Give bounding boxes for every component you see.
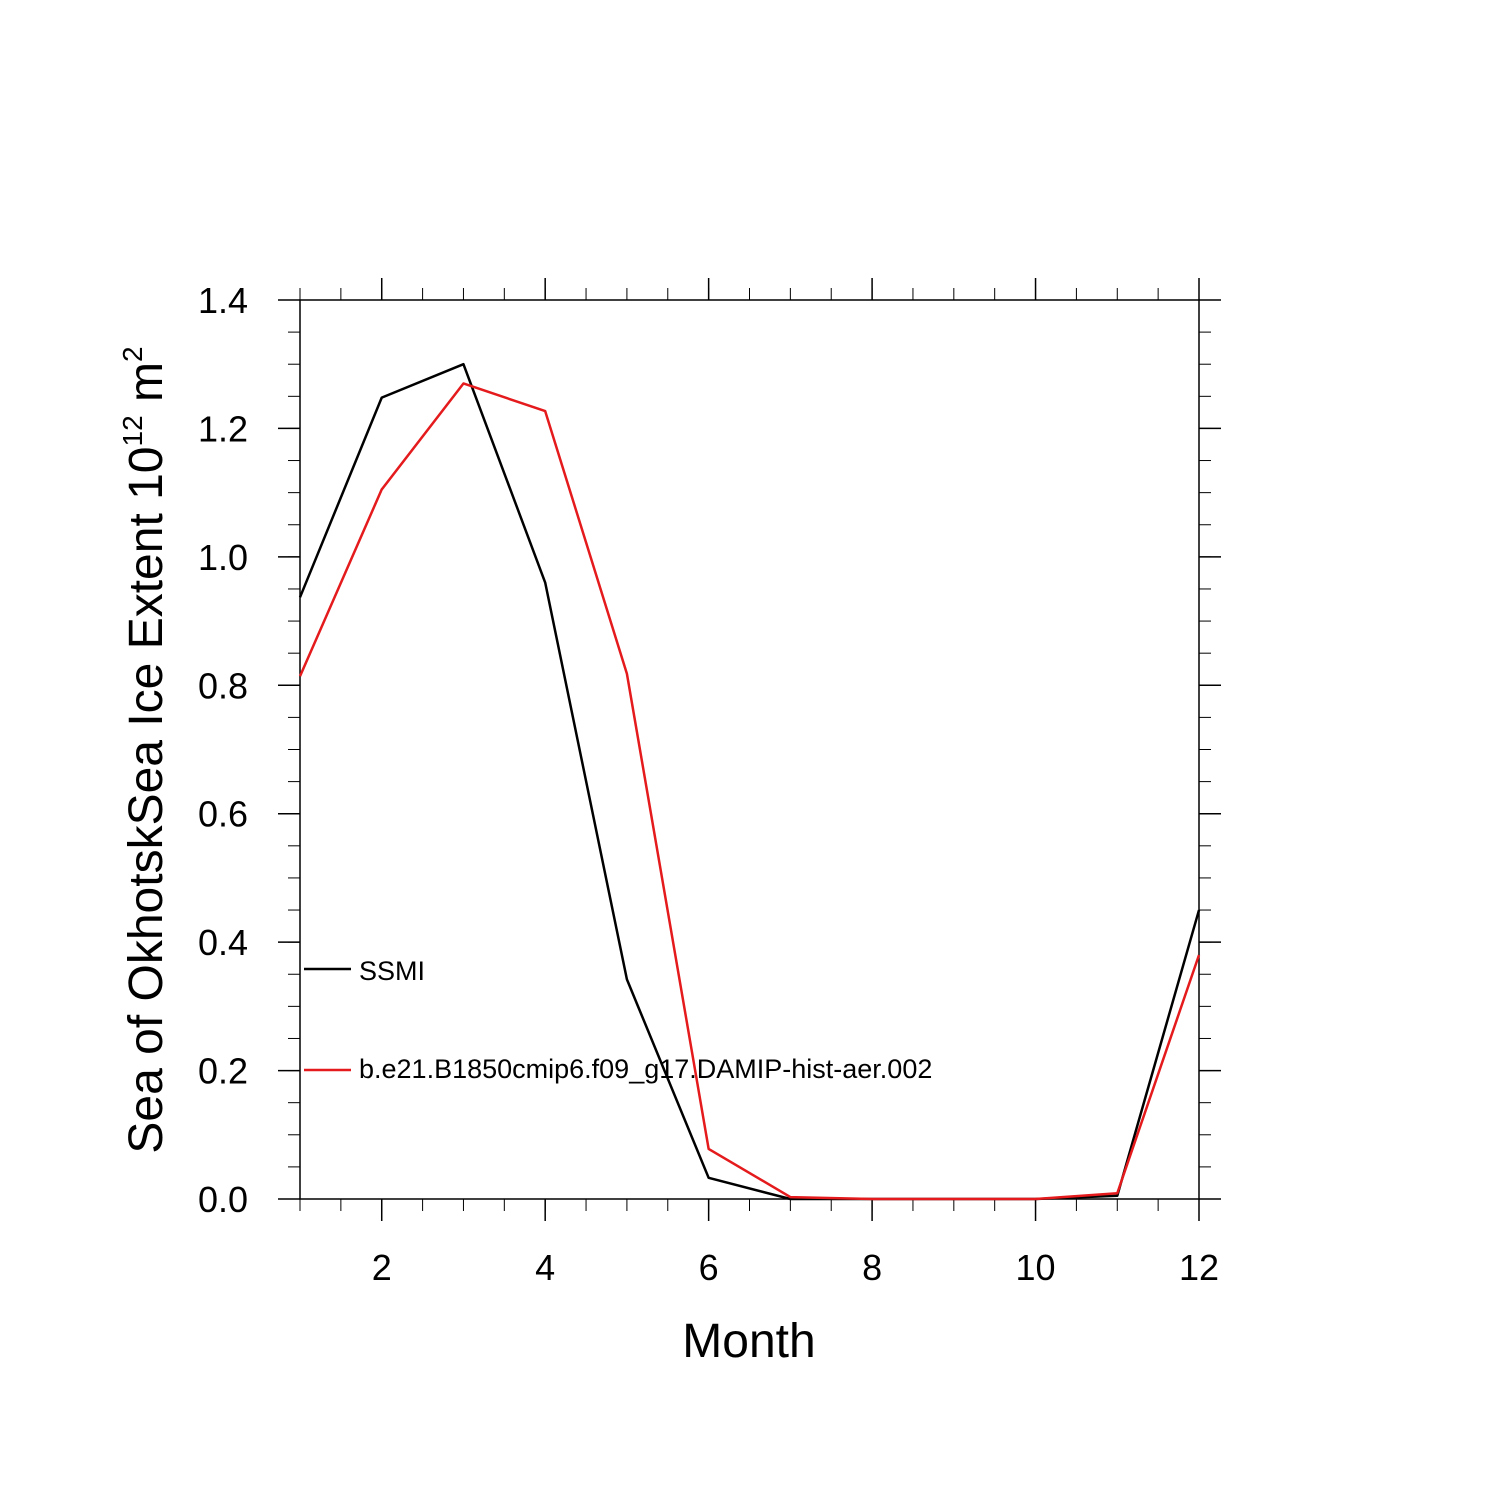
series-line-damip <box>298 382 1201 1201</box>
y-tick-label: 0.4 <box>198 922 248 963</box>
y-tick-label: 0.0 <box>198 1179 248 1220</box>
legend-label-damip: b.e21.B1850cmip6.f09_g17.DAMIP-hist-aer.… <box>359 1054 932 1084</box>
y-tick-label: 1.4 <box>198 280 248 321</box>
y-tick-label: 1.0 <box>198 537 248 578</box>
y-tick-label: 1.2 <box>198 408 248 449</box>
y-axis-title-unit-exponent: 2 <box>117 346 148 362</box>
series-lines <box>298 362 1201 1201</box>
major-ticks <box>278 278 1221 1221</box>
x-tick-label: 12 <box>1179 1247 1219 1288</box>
y-axis-title-exponent: 12 <box>117 415 148 446</box>
legend: SSMI b.e21.B1850cmip6.f09_g17.DAMIP-hist… <box>304 956 932 1084</box>
y-tick-label: 0.8 <box>198 665 248 706</box>
x-tick-labels: 2 4 6 8 10 12 <box>372 1247 1219 1288</box>
x-tick-label: 10 <box>1016 1247 1056 1288</box>
x-tick-label: 4 <box>535 1247 555 1288</box>
y-axis-title-unit: m <box>120 362 173 415</box>
y-tick-label: 0.2 <box>198 1051 248 1092</box>
y-axis-title-main: Sea of OkhotskSea Ice Extent 10 <box>120 446 173 1153</box>
y-tick-labels: 0.0 0.2 0.4 0.6 0.8 1.0 1.2 1.4 <box>198 280 248 1220</box>
y-axis-title: Sea of OkhotskSea Ice Extent 1012 m2 <box>117 346 173 1153</box>
y-tick-label: 0.6 <box>198 794 248 835</box>
legend-label-ssmi: SSMI <box>359 956 425 986</box>
x-tick-label: 2 <box>372 1247 392 1288</box>
x-axis-title: Month <box>682 1315 815 1368</box>
x-tick-label: 8 <box>862 1247 882 1288</box>
x-tick-label: 6 <box>699 1247 719 1288</box>
